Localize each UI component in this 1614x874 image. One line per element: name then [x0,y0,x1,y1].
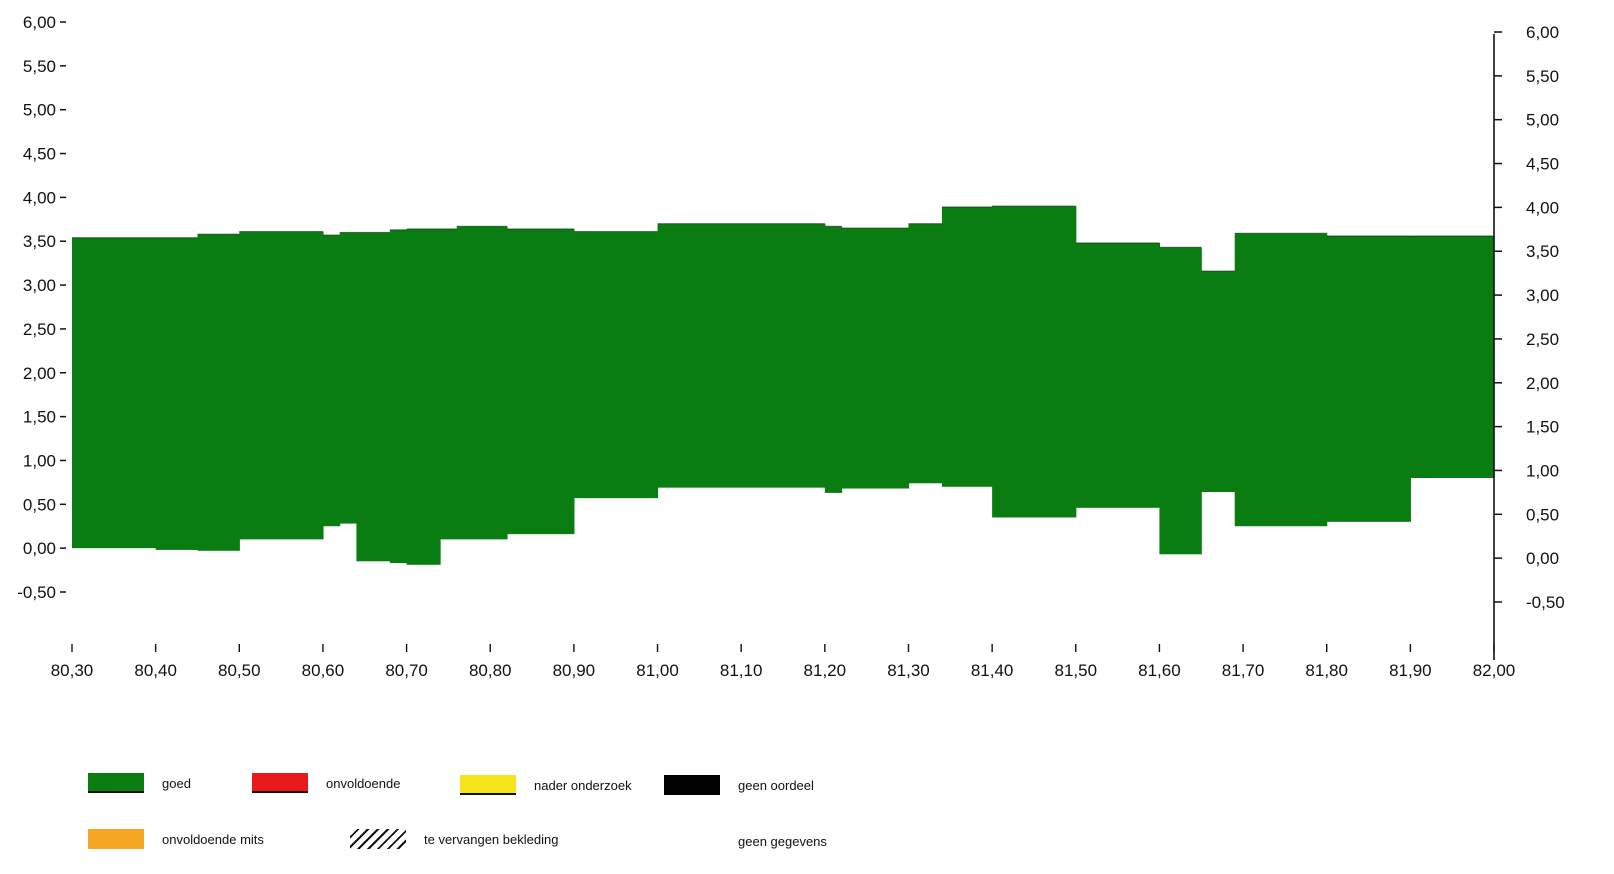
legend-swatch-te-vervangen-bekleding [350,829,406,849]
band-segment [824,226,843,493]
legend-item-goed: goed [88,770,191,796]
x-tick-label: 81,70 [1222,661,1265,680]
band-segment [573,231,659,499]
band-segment [322,235,341,527]
y-tick-label-right: 4,50 [1526,155,1559,174]
x-tick-label: 82,00 [1473,661,1516,680]
y-tick-label-right: 4,00 [1526,198,1559,217]
legend-item-geen-oordeel: geen oordeel [664,772,814,798]
legend-swatch-onvoldoende-mits [88,829,144,849]
band-segment [456,226,508,540]
y-tick-label-left: 1,50 [23,408,56,427]
band-segment [239,231,324,540]
y-tick-label-left: 3,50 [23,232,56,251]
x-tick-label: 80,50 [218,661,261,680]
legend-label: geen oordeel [738,777,814,793]
band-segment [908,223,943,484]
band-segment [197,234,240,551]
legend-item-te-vervangen-bekleding: te vervangen bekleding [350,826,558,852]
y-tick-label-right: -0,50 [1526,593,1565,612]
band-segment [1234,233,1328,527]
band-segment [657,223,826,488]
band-segment [1075,242,1161,508]
legend-swatch-nader-onderzoek [460,775,516,795]
y-tick-label-left: 1,00 [23,451,56,470]
y-tick-label-right: 6,00 [1526,23,1559,42]
band-segment [339,232,357,524]
y-tick-label-right: 0,50 [1526,505,1559,524]
y-tick-label-right: 2,50 [1526,330,1559,349]
legend-label: onvoldoende mits [162,831,264,847]
band-segment [1326,235,1411,522]
y-tick-label-left: 6,00 [23,13,56,32]
legend-swatch-goed [88,773,144,793]
y-tick-label-left: 3,00 [23,276,56,295]
legend-item-onvoldoende: onvoldoende [252,770,400,796]
y-tick-label-right: 1,50 [1526,418,1559,437]
x-tick-label: 81,90 [1389,661,1432,680]
band-segment [841,228,910,489]
y-tick-label-left: 5,00 [23,101,56,120]
legend-swatch-onvoldoende [252,773,308,793]
y-tick-label-left: 0,00 [23,539,56,558]
x-tick-label: 81,20 [804,661,847,680]
y-tick-label-right: 3,50 [1526,242,1559,261]
legend-label: geen gegevens [738,833,827,849]
band-segment [506,228,575,535]
x-tick-label: 80,60 [302,661,345,680]
y-tick-label-right: 3,00 [1526,286,1559,305]
y-tick-label-right: 5,50 [1526,67,1559,86]
legend-label: goed [162,775,191,791]
x-tick-label: 80,90 [553,661,596,680]
band-segment [941,207,993,487]
band-segment [1159,247,1202,555]
x-tick-label: 81,40 [971,661,1014,680]
y-tick-label-left: 2,00 [23,364,56,383]
band-segment [72,237,157,549]
band-segment [440,228,458,540]
x-tick-label: 81,50 [1054,661,1097,680]
legend-item-onvoldoende-mits: onvoldoende mits [88,826,264,852]
legend: goed onvoldoende nader onderzoek geen oo… [0,770,1614,870]
x-tick-label: 81,60 [1138,661,1181,680]
y-tick-label-right: 2,00 [1526,374,1559,393]
legend-item-nader-onderzoek: nader onderzoek [460,772,632,798]
x-tick-label: 81,10 [720,661,763,680]
y-tick-label-left: 2,50 [23,320,56,339]
y-tick-label-left: 4,50 [23,145,56,164]
y-tick-label-right: 5,00 [1526,111,1559,130]
chart-canvas: 6,00 5,50 5,00 4,50 4,00 3,50 3,00 2,50 2,00 1,50… [17,13,1565,680]
y-tick-label-left: 4,00 [23,188,56,207]
legend-swatch-geen-oordeel [664,775,720,795]
y-tick-label-right: 1,00 [1526,461,1559,480]
legend-label: te vervangen bekleding [424,831,559,847]
x-tick-label: 81,80 [1305,661,1348,680]
band-segment [155,237,199,550]
legend-item-geen-gegevens: geen gegevens [664,828,827,854]
y-tick-label-left: -0,50 [17,583,56,602]
legend-swatch-geen-gegevens [664,831,720,851]
band-segment [1201,271,1236,493]
band-segment [406,228,441,565]
band-segment [992,206,1077,518]
y-tick-label-right: 0,00 [1526,549,1559,568]
x-tick-label: 80,40 [134,661,177,680]
legend-label: onvoldoende [326,775,401,791]
x-tick-label: 81,30 [887,661,930,680]
x-tick-label: 80,70 [385,661,428,680]
x-tick-label: 81,00 [636,661,679,680]
x-tick-label: 80,80 [469,661,512,680]
y-tick-label-left: 5,50 [23,57,56,76]
y-tick-label-left: 0,50 [23,495,56,514]
legend-label: nader onderzoek [534,777,632,793]
band-segment [1410,235,1495,478]
band-segment [356,232,391,562]
band-segment [389,229,408,564]
x-tick-label: 80,30 [51,661,94,680]
